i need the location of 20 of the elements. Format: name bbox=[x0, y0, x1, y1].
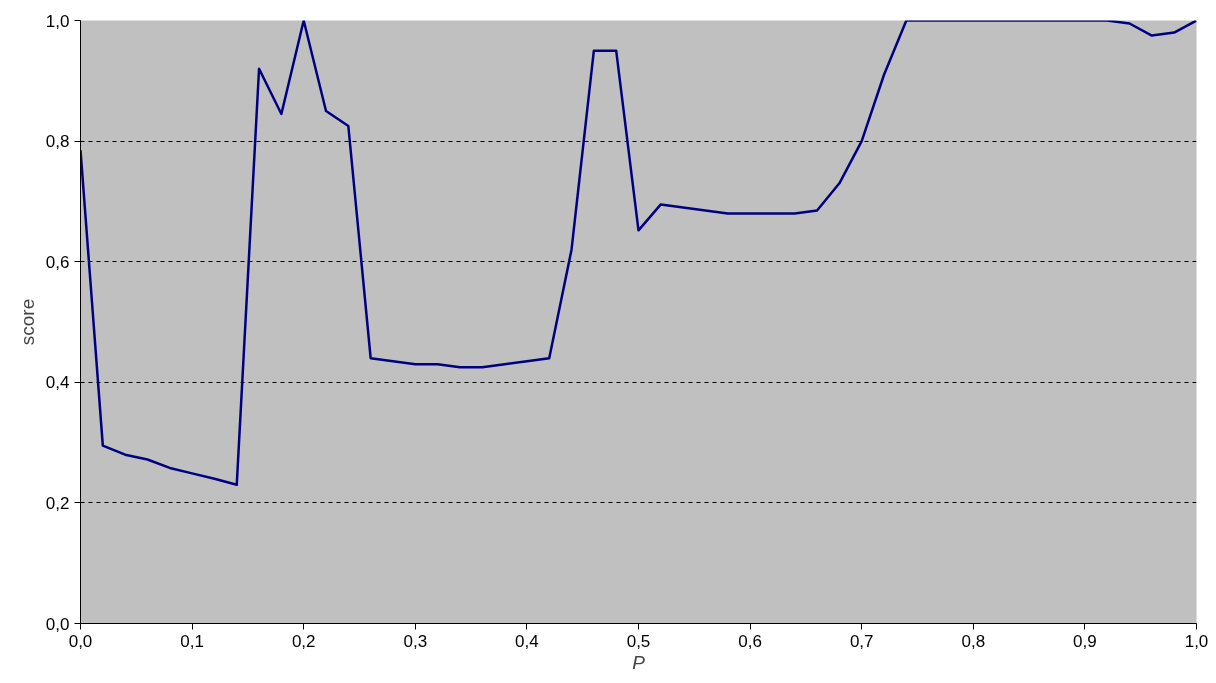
y-tick-label: 0,0 bbox=[45, 614, 70, 634]
y-tick-label: 0,6 bbox=[45, 252, 70, 272]
y-tick-label: 1,0 bbox=[45, 11, 70, 31]
x-tick-label: 0,5 bbox=[626, 631, 651, 651]
line-series bbox=[80, 20, 1197, 487]
x-tick-label: 1,0 bbox=[1184, 631, 1209, 651]
x-axis-title: P bbox=[632, 651, 646, 673]
x-tick-label: 0,3 bbox=[403, 631, 428, 651]
y-axis-title: score bbox=[16, 298, 38, 346]
x-tick-label: 0,6 bbox=[738, 631, 762, 651]
x-tick-label: 0,7 bbox=[849, 631, 874, 651]
x-tick-label: 0,4 bbox=[515, 631, 539, 651]
x-tick-label: 0,8 bbox=[961, 631, 986, 651]
y-tick-label: 0,2 bbox=[45, 493, 70, 513]
x-tick-label: 0,0 bbox=[68, 631, 93, 651]
x-tick-label: 0,2 bbox=[291, 631, 316, 651]
x-tick-label: 0,9 bbox=[1073, 631, 1097, 651]
y-tick-label: 0,8 bbox=[45, 132, 70, 152]
y-tick-label: 0,4 bbox=[45, 373, 70, 393]
x-tick-label: 0,1 bbox=[180, 631, 204, 651]
